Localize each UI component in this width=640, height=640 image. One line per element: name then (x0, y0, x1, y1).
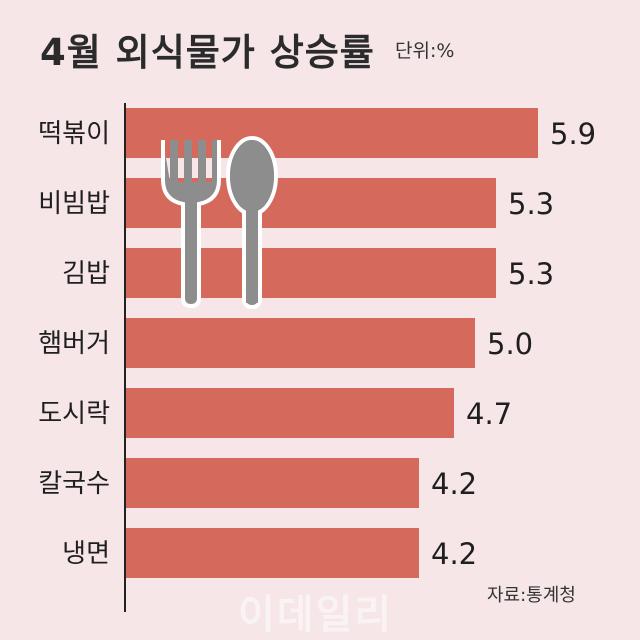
bar-6 (125, 528, 419, 578)
value-label: 5.3 (508, 257, 554, 291)
category-label: 김밥 (62, 259, 110, 289)
unit-label: 단위:% (395, 40, 455, 62)
category-label: 비빔밥 (38, 189, 110, 219)
value-label: 4.7 (466, 397, 512, 431)
category-label: 떡볶이 (38, 119, 110, 149)
source-label: 자료:통계청 (487, 585, 576, 606)
fork-icon (161, 140, 221, 309)
value-label: 5.3 (508, 187, 554, 221)
bar-0 (125, 108, 538, 158)
watermark: 이데일리 (238, 592, 394, 638)
value-label: 4.2 (431, 467, 477, 501)
utensils-icon (161, 136, 278, 310)
value-label: 5.9 (550, 117, 596, 151)
category-label: 냉면 (62, 539, 110, 569)
value-label: 4.2 (431, 537, 477, 571)
bar-2 (125, 248, 496, 298)
bar-3 (125, 318, 475, 368)
chart-title: 4월 외식물가 상승률 (40, 31, 375, 74)
bar-4 (125, 388, 454, 438)
spoon-icon (226, 136, 278, 310)
category-label: 칼국수 (38, 469, 110, 499)
bar-5 (125, 458, 419, 508)
value-label: 5.0 (487, 327, 533, 361)
category-label: 도시락 (38, 399, 110, 429)
category-label: 햄버거 (38, 329, 110, 359)
